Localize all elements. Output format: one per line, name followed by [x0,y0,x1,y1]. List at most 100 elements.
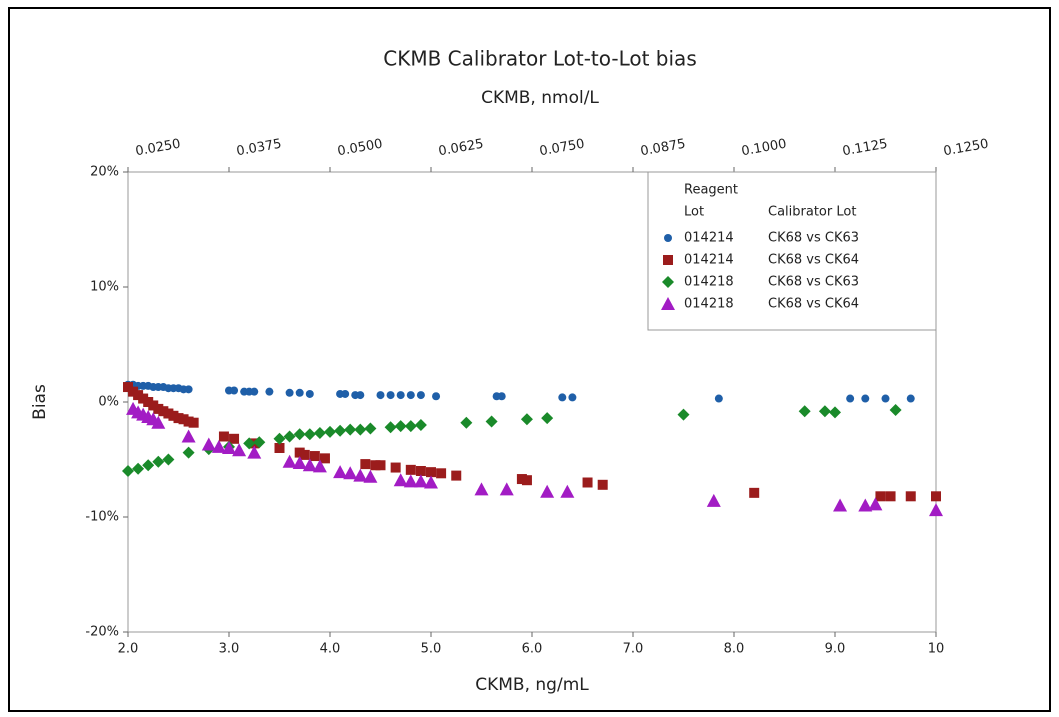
x-tick-label: 6.0 [522,642,543,657]
point [292,455,307,469]
point [597,479,608,490]
point [386,391,395,400]
point [230,386,239,395]
point [818,405,831,418]
point [396,391,405,400]
legend-lot: 014218 [684,275,734,290]
point [158,406,169,417]
point [460,416,473,429]
x-tick-label: 5.0 [421,642,442,657]
legend-lot: 014214 [684,253,734,268]
point [516,474,527,485]
point [151,415,166,429]
point [188,417,199,428]
point [309,451,320,462]
point [413,474,428,488]
point [906,394,915,403]
point [182,446,195,459]
point [714,394,723,403]
point [390,462,401,473]
point [393,473,408,487]
point [905,491,916,502]
point [253,436,266,449]
point [128,386,139,397]
point [184,385,193,394]
point [133,390,144,401]
point [162,453,175,466]
point [285,388,294,397]
x-tick-label: 4.0 [320,642,341,657]
point [353,468,368,482]
x-tick-label: 10 [928,642,945,657]
x-tick-label: 9.0 [825,642,846,657]
point [334,424,347,437]
legend-box [647,171,937,331]
point [931,491,941,502]
legend-label: CK68 vs CK64 [768,297,859,312]
legend-lot: 014214 [684,231,734,246]
x2-axis-label: CKMB, nmol/L [481,88,599,108]
point [132,462,145,475]
point [354,423,367,436]
point [222,441,236,454]
y-tick-label: -20% [85,625,119,640]
point [163,408,174,419]
point [582,477,593,488]
point [152,455,165,468]
point [416,391,425,400]
point [294,447,305,458]
point [540,484,555,498]
point [881,394,890,403]
point [341,389,350,398]
point [929,503,943,517]
point [558,393,567,402]
x-tick-label: 2.0 [118,642,139,657]
point [436,468,447,479]
point [302,458,317,472]
point [282,454,297,468]
point [885,491,896,502]
legend-header: Lot [684,205,704,220]
point [295,388,304,397]
point [497,392,506,401]
point [273,432,286,445]
point [846,394,855,403]
point [415,466,426,476]
point [798,405,811,418]
chart-title: CKMB Calibrator Lot-to-Lot bias [383,47,697,71]
point [201,437,216,451]
legend-marker [664,234,672,242]
point [520,413,533,426]
point [153,403,164,414]
point [360,459,371,470]
point [370,460,381,471]
legend-marker [663,255,673,265]
point [183,416,194,427]
point [405,464,416,475]
legend-marker [661,297,675,310]
point [229,433,240,444]
point [363,469,378,483]
point [451,470,462,481]
point [303,428,316,441]
point [404,420,417,433]
point [123,382,133,393]
x-axis-label: CKMB, ng/mL [475,675,589,695]
y-tick-label: 0% [98,395,119,410]
y-tick-label: 20% [90,165,119,180]
point [829,406,841,419]
point [875,491,886,502]
point [521,475,532,486]
point [313,427,326,440]
point [474,482,489,496]
point [142,459,155,472]
legend-marker [662,276,674,288]
legend-label: CK68 vs CK64 [768,253,859,268]
point [426,467,436,478]
legend-label: CK68 vs CK63 [768,275,859,290]
point [414,419,427,431]
point [247,445,262,459]
point [432,392,441,401]
point [485,415,498,428]
